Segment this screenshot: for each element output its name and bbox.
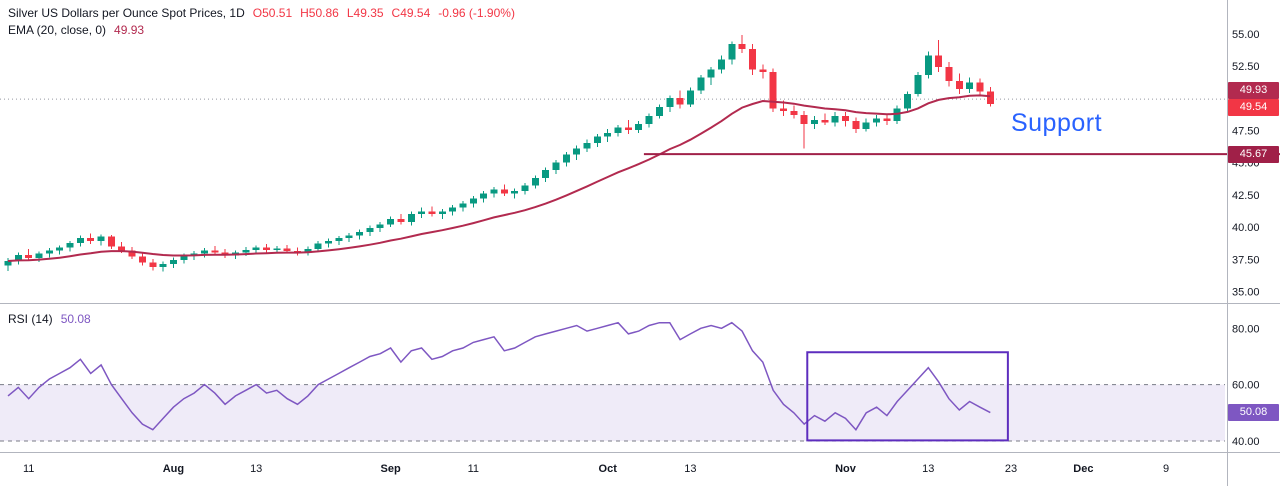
ema-legend[interactable]: EMA (20, close, 0) 49.93 <box>8 23 144 37</box>
svg-text:Nov: Nov <box>835 463 857 475</box>
time-axis-labels: 11 Aug 13 Sep 11 Oct 13 Nov 13 23 Dec 9 <box>23 463 1169 475</box>
svg-text:23: 23 <box>1005 463 1017 475</box>
svg-text:9: 9 <box>1163 463 1169 475</box>
symbol-title: Silver US Dollars per Ounce Spot Prices,… <box>8 6 245 20</box>
rsi-legend[interactable]: RSI (14) 50.08 <box>8 312 91 326</box>
svg-text:40.00: 40.00 <box>1232 436 1260 448</box>
svg-text:52.50: 52.50 <box>1232 61 1260 73</box>
svg-text:40.00: 40.00 <box>1232 222 1260 234</box>
rsi-value: 50.08 <box>60 312 91 326</box>
svg-text:11: 11 <box>468 463 479 475</box>
svg-text:Aug: Aug <box>163 463 184 475</box>
svg-text:47.50: 47.50 <box>1232 126 1260 138</box>
rsi-line[interactable] <box>7 321 991 431</box>
ema-price-badge: 49.93 <box>1228 82 1279 100</box>
rsi-band <box>0 384 1225 441</box>
svg-text:Sep: Sep <box>381 463 401 475</box>
change-value: -0.96 (-1.90%) <box>438 6 515 20</box>
ema-value: 49.93 <box>114 23 145 37</box>
svg-text:Dec: Dec <box>1073 463 1093 475</box>
low-value: L49.35 <box>346 6 384 20</box>
svg-text:55.00: 55.00 <box>1232 29 1260 41</box>
rsi-label: RSI (14) <box>8 312 53 326</box>
svg-text:60.00: 60.00 <box>1232 380 1260 392</box>
high-value: H50.86 <box>300 6 339 20</box>
support-price-badge: 45.67 <box>1228 145 1279 163</box>
svg-text:13: 13 <box>250 463 262 475</box>
ema-label: EMA (20, close, 0) <box>8 23 107 37</box>
svg-text:13: 13 <box>922 463 934 475</box>
svg-text:35.00: 35.00 <box>1232 287 1260 299</box>
close-value: C49.54 <box>391 6 431 20</box>
support-annotation-text[interactable]: Support <box>1010 109 1103 138</box>
rsi-highlight-rectangle[interactable] <box>806 351 1009 442</box>
ema-line[interactable] <box>7 94 991 262</box>
svg-text:37.50: 37.50 <box>1232 254 1260 266</box>
svg-text:42.50: 42.50 <box>1232 190 1260 202</box>
open-value: O50.51 <box>252 6 293 20</box>
last-price-badge: 49.54 <box>1228 99 1279 117</box>
symbol-legend[interactable]: Silver US Dollars per Ounce Spot Prices,… <box>8 6 515 20</box>
svg-text:Oct: Oct <box>599 463 618 475</box>
rsi-value-badge: 50.08 <box>1228 404 1279 422</box>
svg-text:13: 13 <box>684 463 696 475</box>
svg-text:11: 11 <box>23 463 34 475</box>
svg-text:80.00: 80.00 <box>1232 323 1260 335</box>
